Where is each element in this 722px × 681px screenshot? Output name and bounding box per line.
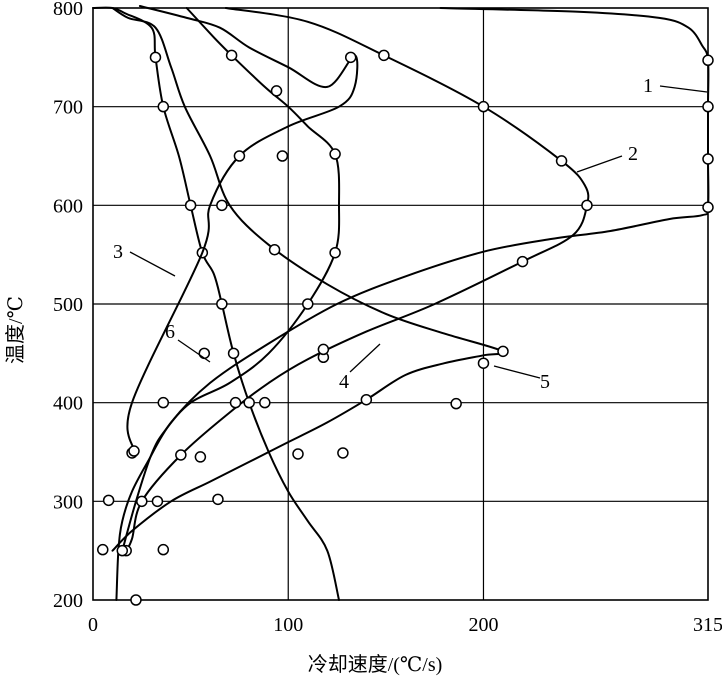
x-tick-label: 315	[693, 614, 722, 636]
curve-label-leader	[493, 365, 541, 379]
data-point	[581, 199, 593, 212]
data-point	[378, 49, 390, 62]
y-tick-label: 700	[53, 97, 83, 119]
curve-label-leader	[576, 155, 623, 173]
x-tick-label: 200	[468, 614, 498, 636]
data-point	[329, 148, 341, 160]
curve-label-5: 5	[540, 371, 550, 393]
series-line-4	[121, 7, 341, 552]
series-line-6	[126, 5, 359, 452]
data-point	[292, 448, 304, 460]
data-point	[216, 199, 228, 212]
data-point	[360, 393, 373, 406]
data-point	[175, 449, 187, 461]
curve-label-leader	[177, 339, 211, 363]
data-point	[276, 150, 289, 162]
data-point	[198, 347, 211, 360]
data-point	[157, 543, 170, 556]
data-point	[555, 155, 568, 167]
data-point	[151, 495, 164, 508]
x-axis-title: 冷却速度/(℃/s)	[308, 653, 443, 676]
curve-label-leader	[129, 251, 176, 277]
data-point	[157, 100, 170, 113]
x-tick-label: 100	[273, 614, 303, 636]
y-axis-title: 温度/℃	[4, 296, 27, 364]
curve-label-2: 2	[628, 143, 638, 165]
curve-label-6: 6	[165, 321, 175, 343]
plot-frame	[92, 7, 709, 601]
data-point	[702, 54, 714, 67]
curve-label-leader	[349, 343, 381, 373]
series-6	[126, 5, 359, 457]
x-tick-label: 0	[88, 614, 98, 636]
data-point	[227, 347, 240, 360]
data-point	[259, 396, 271, 409]
data-point	[516, 255, 529, 268]
data-point	[702, 100, 714, 113]
data-point	[194, 451, 207, 463]
data-point	[268, 243, 281, 256]
data-point	[116, 544, 129, 557]
grid	[93, 8, 708, 600]
data-point	[317, 343, 330, 356]
y-tick-label: 500	[53, 294, 83, 316]
data-point	[329, 246, 341, 259]
y-tick-label: 400	[53, 393, 83, 415]
data-point	[184, 199, 197, 212]
curve-label-1: 1	[643, 75, 653, 97]
series-line-2	[125, 7, 590, 552]
data-point	[337, 447, 349, 459]
data-point	[344, 51, 357, 64]
data-point	[302, 298, 314, 310]
y-tick-label: 600	[53, 195, 83, 217]
data-point	[243, 396, 255, 409]
data-point	[136, 495, 148, 508]
series-line-3	[92, 6, 340, 601]
series-4	[116, 7, 341, 557]
data-point	[270, 85, 283, 97]
series-5	[111, 7, 509, 606]
curve-label-leader	[659, 85, 708, 93]
series-3	[92, 6, 340, 601]
data-point	[233, 150, 246, 162]
curve-labels: 1 2 3 4 5 6	[113, 75, 708, 393]
data-point	[149, 51, 162, 64]
y-tick-label: 200	[53, 590, 83, 612]
data-point	[225, 49, 238, 62]
data-point	[477, 100, 490, 113]
y-tick-label: 300	[53, 491, 83, 513]
series-2	[120, 7, 593, 557]
curve-label-3: 3	[113, 241, 123, 263]
y-tick-label: 800	[53, 0, 83, 20]
series-line-5	[111, 7, 506, 552]
curve-label-4: 4	[339, 371, 349, 393]
data-point	[212, 493, 224, 506]
data-point	[130, 594, 142, 606]
data-point	[102, 494, 115, 507]
data-point	[477, 357, 490, 369]
series-layer	[92, 5, 714, 606]
data-point	[450, 397, 462, 410]
data-point	[128, 445, 140, 457]
data-point	[229, 396, 242, 409]
data-point	[157, 396, 170, 409]
data-point	[97, 543, 109, 556]
data-point	[216, 298, 228, 310]
data-point	[497, 345, 509, 358]
data-point	[702, 153, 714, 165]
data-point	[702, 201, 714, 214]
